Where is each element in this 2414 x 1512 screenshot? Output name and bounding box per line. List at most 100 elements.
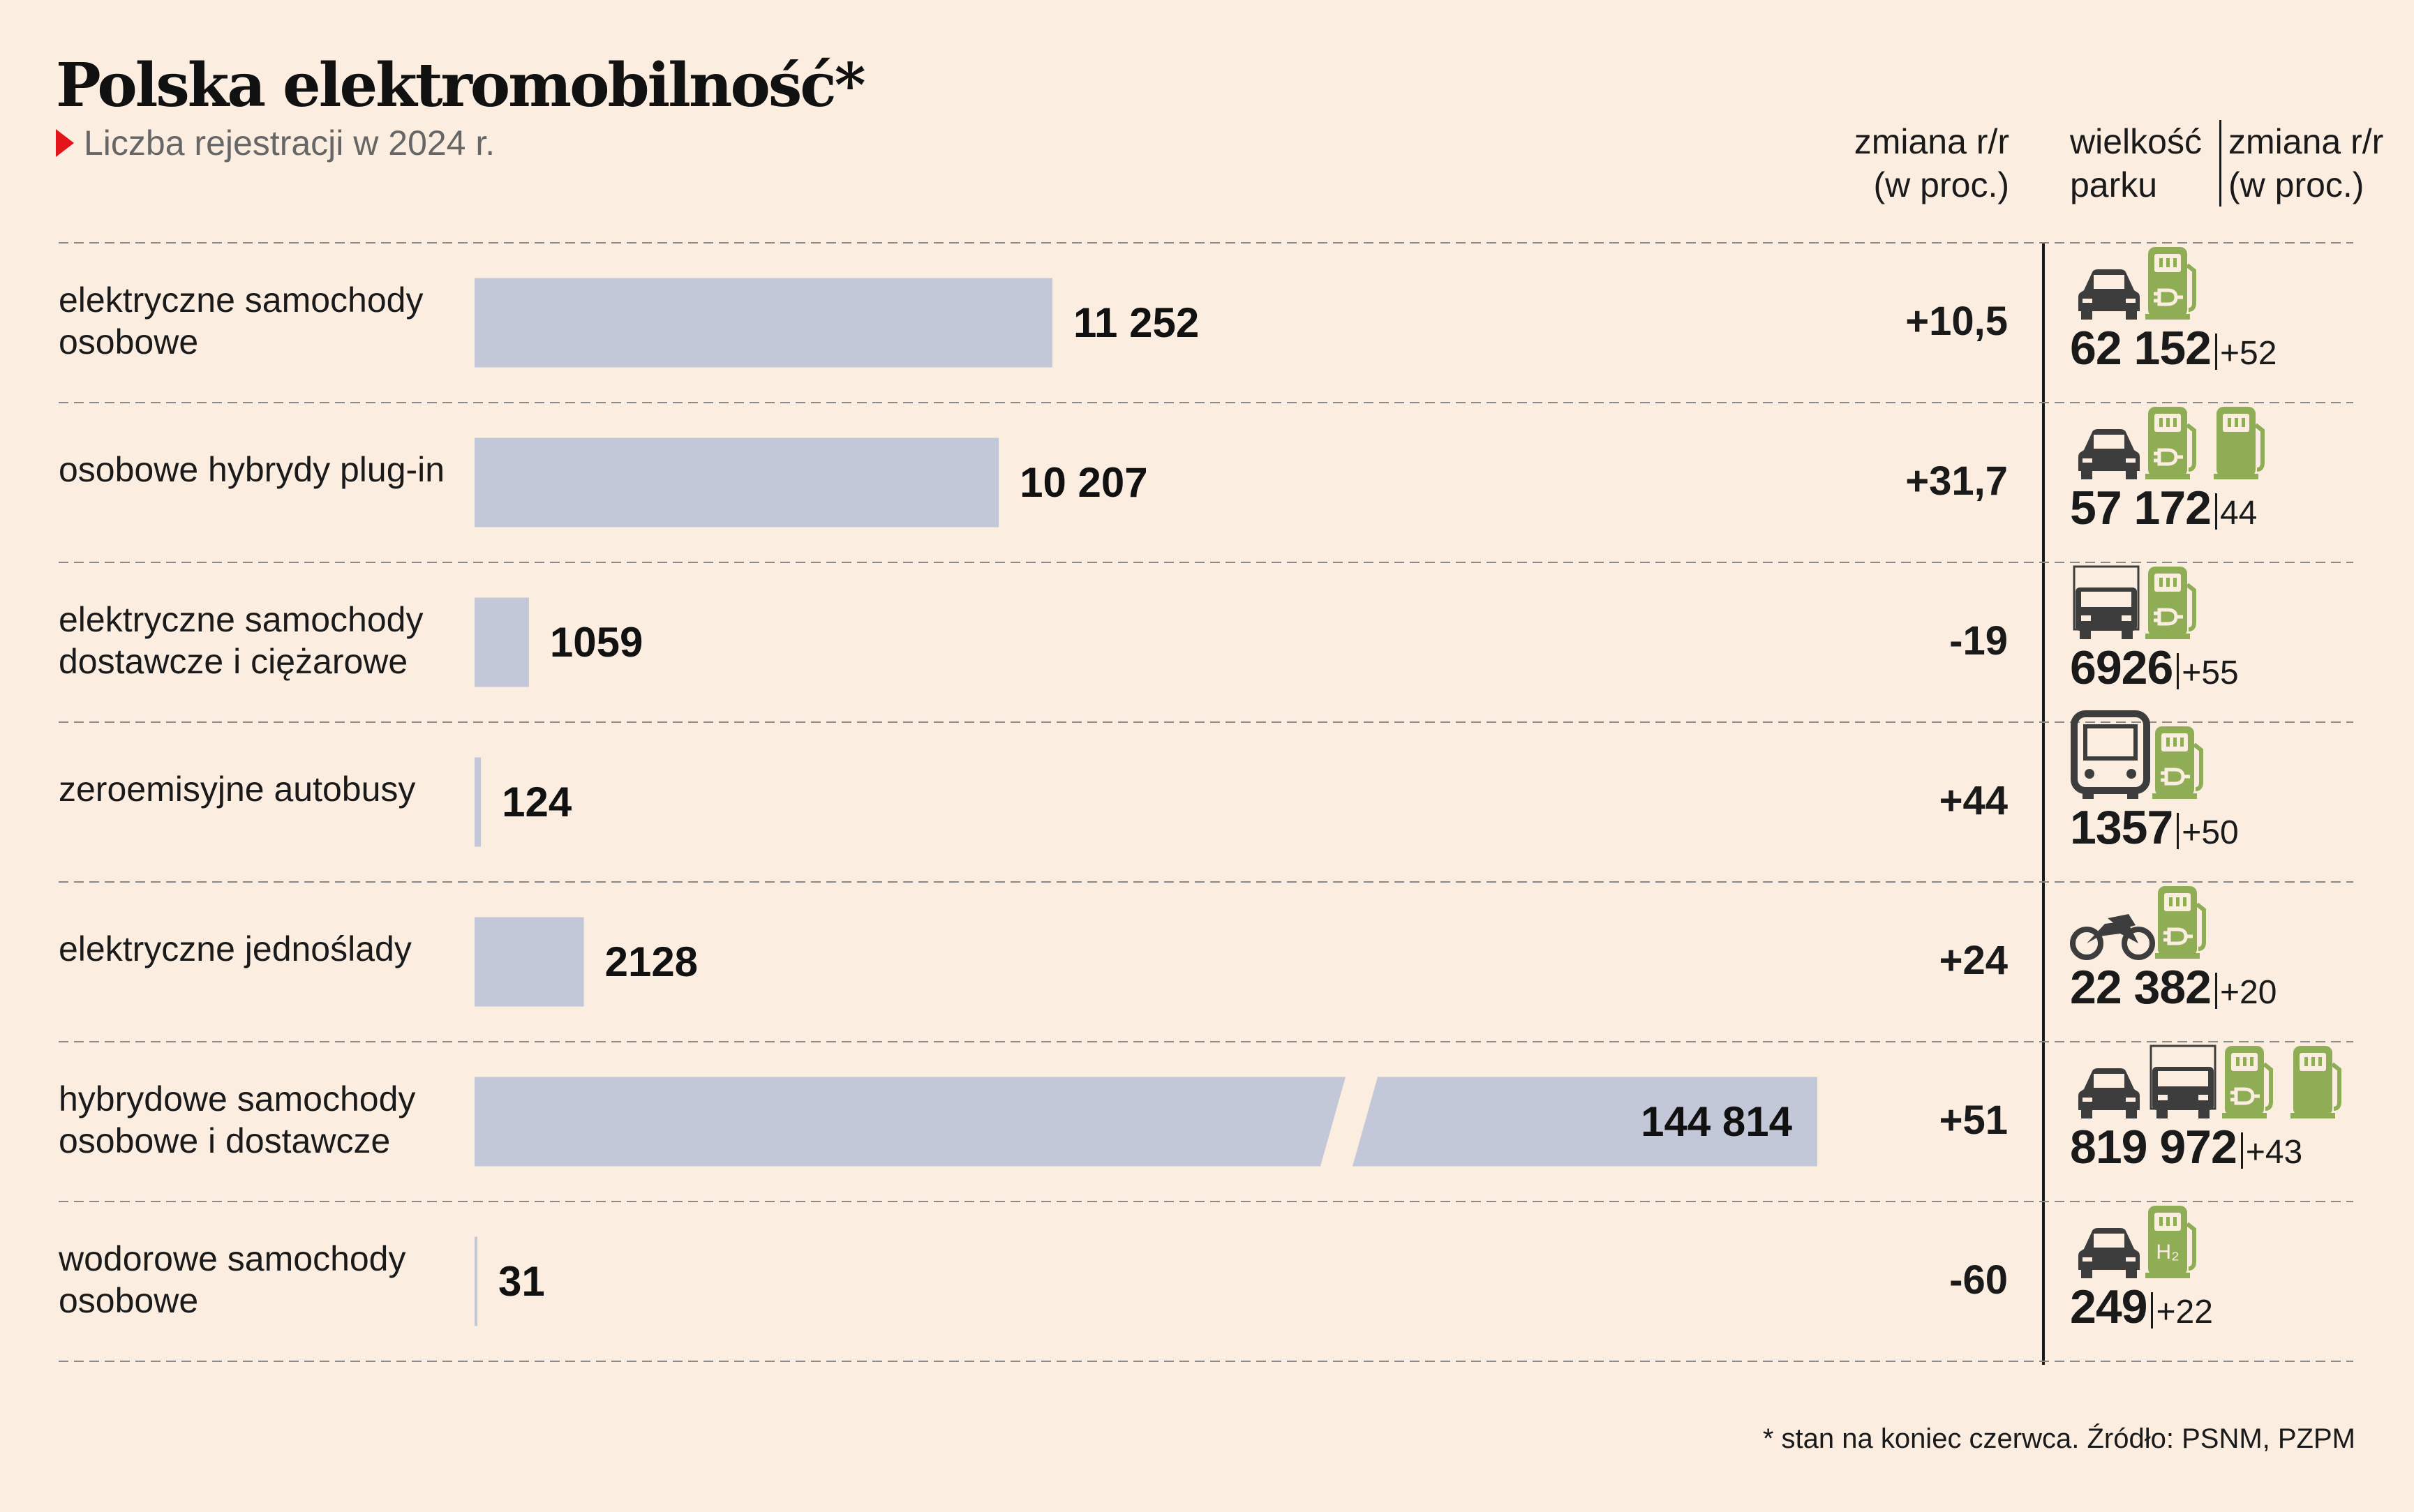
red-triangle-marker-icon: [56, 129, 74, 157]
truck-wheel: [2156, 1110, 2168, 1118]
charger-screen-bar: [2159, 258, 2163, 267]
bar-6: [475, 1236, 477, 1326]
charger-plug: [2167, 927, 2188, 945]
category-label-line: elektryczne samochody: [59, 280, 424, 320]
fleet-change-column-header: zmiana r/r (w proc.): [2219, 120, 2383, 207]
fleet-change-yoy: +22: [2156, 1294, 2213, 1331]
truck-light: [2198, 1095, 2208, 1100]
charger-screen-bar: [2166, 418, 2170, 427]
fleet-change-yoy: +20: [2219, 974, 2277, 1011]
ev-charger-icon: [2145, 247, 2196, 320]
truck-icon: [2073, 565, 2140, 639]
charger-base: [2145, 314, 2190, 320]
fuel-pump-screen-bar: [2318, 1057, 2322, 1066]
category-label-line: wodorowe samochody: [59, 1239, 406, 1278]
category-label-line: elektryczne samochody: [59, 600, 424, 639]
category-label-line: osobowe: [59, 322, 199, 361]
value-label-2: 1059: [550, 619, 643, 666]
fuel-pump-base: [2214, 474, 2258, 479]
charger-plug: [2157, 288, 2178, 306]
ev-charger-icon: [2222, 1046, 2273, 1118]
car-wheel: [2081, 471, 2092, 479]
hydrogen-screen-bar: [2166, 1217, 2170, 1226]
bar-2: [475, 597, 529, 687]
car-wheel: [2126, 471, 2137, 479]
truck-window: [2158, 1071, 2208, 1086]
charger-base: [2145, 634, 2190, 639]
charger-screen-bar: [2166, 258, 2170, 267]
car-wheel: [2081, 1270, 2092, 1278]
truck-light: [2081, 615, 2091, 621]
truck-wheel: [2080, 631, 2091, 639]
fleet-header-line1: wielkość: [2070, 122, 2202, 161]
charger-screen-bar: [2166, 578, 2170, 587]
value-label-1: 10 207: [1020, 459, 1148, 506]
car-light: [2126, 1257, 2136, 1262]
charger-prongs: [2154, 292, 2183, 303]
charger-hose: [2263, 1062, 2273, 1111]
change-yoy-6: -60: [1949, 1257, 2008, 1303]
bar-0: [475, 278, 1052, 368]
car-window: [2094, 1234, 2124, 1248]
bar-5-left: [475, 1077, 1346, 1167]
category-label-line: osobowe hybrydy plug-in: [59, 450, 445, 489]
charger-plug: [2157, 608, 2178, 626]
bus-wheel: [2127, 791, 2138, 799]
charger-plug: [2234, 1087, 2255, 1105]
charger-screen-bar: [2243, 1057, 2247, 1066]
value-label-6: 31: [498, 1258, 545, 1305]
charger-base: [2155, 953, 2200, 959]
fleet-change-yoy: +55: [2182, 654, 2239, 691]
charger-base: [2222, 1113, 2267, 1118]
chart-title: Polska elektromobilność*: [56, 50, 866, 121]
fleet-separator: [2214, 334, 2217, 370]
bar-1: [475, 437, 999, 527]
bus-icon: [2071, 710, 2150, 799]
fuel-pump-screen-bar: [2235, 418, 2238, 427]
truck-icon: [2149, 1045, 2216, 1118]
charger-prongs: [2154, 451, 2183, 463]
charger-base: [2152, 793, 2197, 799]
fuel-pump-screen-bar: [2311, 1057, 2315, 1066]
category-label-3: zeroemisyjne autobusy: [59, 768, 449, 810]
hydrogen-screen-bar: [2173, 1217, 2177, 1226]
category-label-2: elektryczne samochody dostawcze i ciężaro…: [59, 599, 449, 682]
fleet-size-0: 62 152 +52: [2070, 321, 2277, 375]
category-label-line: hybrydowe samochody: [59, 1079, 416, 1118]
charger-screen-bar: [2176, 897, 2180, 906]
fleet-size-4: 22 382 +20: [2070, 960, 2277, 1015]
hydrogen-station-icon: H₂: [2145, 1206, 2196, 1278]
fleet-change-yoy: +43: [2245, 1134, 2303, 1171]
fleet-separator: [2214, 493, 2217, 530]
fuel-pump-hose: [2331, 1062, 2341, 1111]
fleet-change-header-line1: zmiana r/r: [2228, 122, 2384, 161]
fleet-size-number: 249: [2070, 1280, 2147, 1333]
fuel-pump-screen-bar: [2228, 418, 2231, 427]
charger-screen-bar: [2250, 1057, 2253, 1066]
column-divider: [2042, 243, 2045, 1365]
car-light: [2126, 299, 2136, 303]
value-label-5: 144 814: [1641, 1098, 1793, 1145]
change-yoy-5: +51: [1939, 1097, 2008, 1143]
car-icon: [2078, 269, 2140, 320]
fleet-column-header: wielkość parku: [2070, 120, 2202, 207]
fuel-pump-screen-bar: [2242, 418, 2245, 427]
category-label-line: elektryczne jednoślady: [59, 929, 412, 968]
charger-screen-bar: [2173, 258, 2177, 267]
charger-screen-bar: [2159, 578, 2163, 587]
change-yoy-4: +24: [1939, 937, 2008, 983]
category-label-line: osobowe: [59, 1281, 199, 1320]
bar-5-right: [1353, 1077, 1817, 1167]
car-light: [2126, 458, 2136, 463]
bus-light: [2126, 769, 2136, 779]
truck-light: [2122, 615, 2131, 621]
hydrogen-hose: [2186, 1222, 2196, 1271]
car-wheel: [2126, 1270, 2137, 1278]
car-light: [2083, 299, 2092, 303]
fuel-pump-icon: [2214, 407, 2265, 479]
truck-wheel: [2198, 1110, 2210, 1118]
fleet-size-6: 249 +22: [2070, 1280, 2213, 1334]
bus-body: [2071, 710, 2150, 794]
footnote: * stan na koniec czerwca. Źródło: PSNM, …: [1762, 1423, 2355, 1454]
car-wheel: [2081, 311, 2092, 320]
